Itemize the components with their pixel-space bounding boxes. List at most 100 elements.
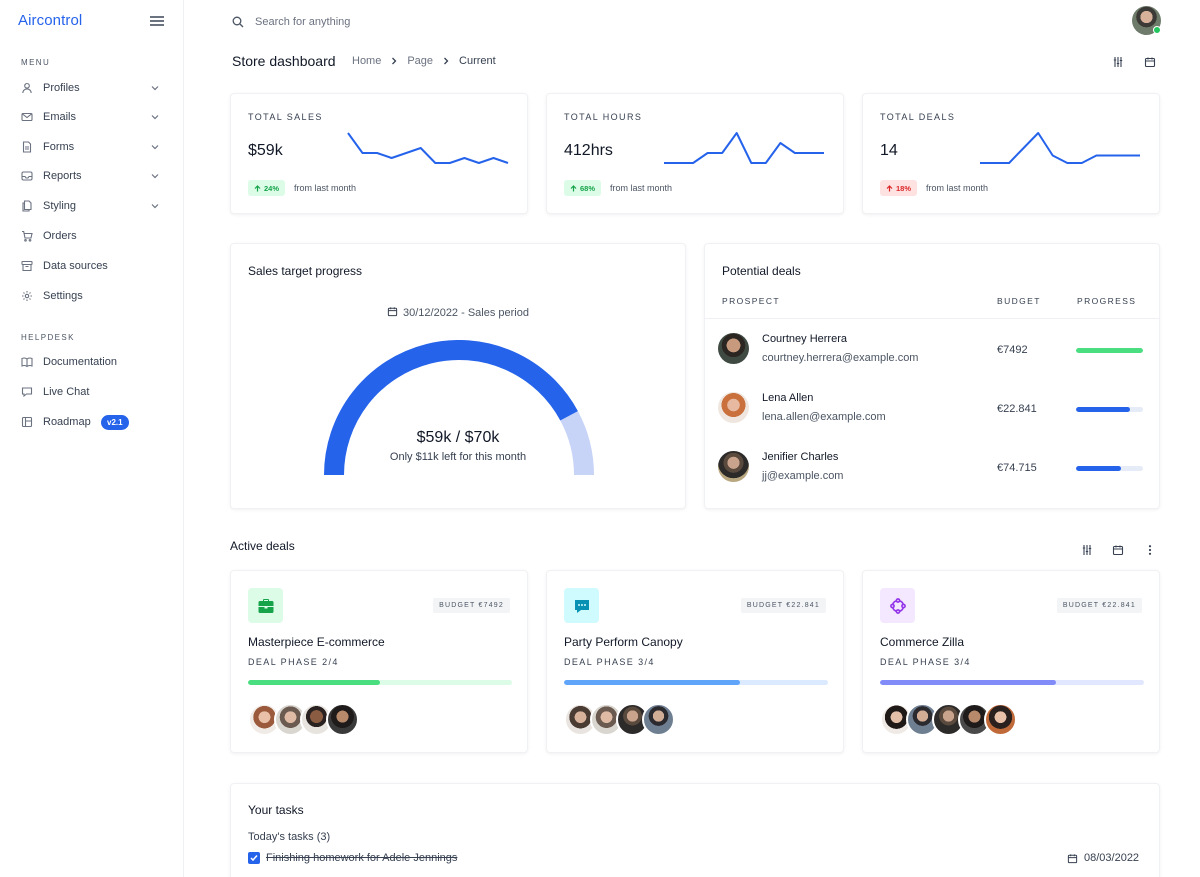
sparkline-chart bbox=[347, 132, 509, 164]
menu-section-label: MENU bbox=[21, 58, 51, 67]
chevron-right-icon bbox=[392, 57, 397, 65]
sidebar-item-profiles[interactable]: Profiles bbox=[0, 74, 183, 102]
active-deal-card[interactable]: BUDGET €22.841 Party Perform Canopy DEAL… bbox=[546, 570, 844, 753]
change-badge: 24% bbox=[248, 180, 286, 196]
page-title: Store dashboard bbox=[232, 53, 336, 69]
gauge-value: $59k / $70k bbox=[416, 429, 500, 446]
avatar[interactable] bbox=[642, 703, 675, 736]
task-date: 08/03/2022 bbox=[1084, 852, 1140, 864]
avatar[interactable] bbox=[984, 703, 1017, 736]
gear-icon bbox=[22, 291, 32, 301]
calendar-icon[interactable] bbox=[1144, 56, 1156, 68]
sidebar-item-data-sources[interactable]: Data sources bbox=[0, 252, 183, 280]
sparkline-chart bbox=[980, 132, 1140, 164]
chat-bubble-icon bbox=[21, 387, 33, 398]
sidebar-item-label: Styling bbox=[43, 200, 77, 212]
arrow-up-icon bbox=[254, 184, 261, 191]
breadcrumb-page[interactable]: Page bbox=[407, 55, 434, 67]
prospect-budget: €22.841 bbox=[997, 403, 1037, 415]
chevron-down-icon bbox=[151, 174, 159, 179]
sidebar-item-emails[interactable]: Emails bbox=[0, 103, 183, 131]
deal-progress-fill bbox=[564, 680, 740, 685]
sidebar-item-settings[interactable]: Settings bbox=[0, 282, 183, 310]
sidebar-item-documentation[interactable]: Documentation bbox=[0, 348, 183, 376]
sidebar-item-label: Orders bbox=[43, 230, 77, 242]
cart-icon bbox=[22, 230, 33, 242]
gauge-remaining-arc bbox=[560, 411, 594, 476]
avatar bbox=[718, 333, 749, 364]
kpi-card-sales: TOTAL SALES $59k 24% from last month bbox=[230, 93, 528, 214]
task-checkbox[interactable] bbox=[248, 852, 260, 864]
sidebar-item-live-chat[interactable]: Live Chat bbox=[0, 378, 183, 406]
progress-bar-fill bbox=[1076, 348, 1143, 353]
sparkline-series bbox=[980, 132, 1140, 164]
chevron-down-icon bbox=[151, 86, 159, 91]
avatar[interactable] bbox=[590, 703, 623, 736]
filter-sliders-icon[interactable] bbox=[1112, 56, 1124, 68]
menu-toggle-icon[interactable] bbox=[150, 14, 164, 28]
avatar[interactable] bbox=[880, 703, 913, 736]
calendar-icon bbox=[1067, 854, 1078, 864]
column-header-progress[interactable]: PROGRESS bbox=[1077, 296, 1137, 306]
deal-title: Masterpiece E-commerce bbox=[248, 635, 385, 649]
prospect-name: Jenifier Charles bbox=[762, 451, 839, 463]
sales-target-card: Sales target progress 30/12/2022 - Sales… bbox=[230, 243, 686, 509]
breadcrumb-home[interactable]: Home bbox=[352, 55, 382, 67]
mail-icon bbox=[21, 112, 33, 122]
sidebar-item-reports[interactable]: Reports bbox=[0, 162, 183, 190]
potential-deals-card: Potential deals PROSPECT BUDGET PROGRESS… bbox=[704, 243, 1160, 509]
sparkline-chart bbox=[664, 132, 824, 164]
progress-bar bbox=[1076, 348, 1143, 353]
filter-sliders-icon[interactable] bbox=[1081, 544, 1093, 556]
table-row[interactable]: Courtney Herrera courtney.herrera@exampl… bbox=[705, 320, 1159, 378]
prospect-name: Lena Allen bbox=[762, 392, 814, 404]
avatar[interactable] bbox=[326, 703, 359, 736]
app-logo[interactable]: Aircontrol bbox=[18, 12, 82, 29]
calendar-icon bbox=[387, 307, 398, 317]
sidebar-item-styling[interactable]: Styling bbox=[0, 192, 183, 220]
deal-phase: DEAL PHASE 3/4 bbox=[564, 657, 655, 667]
search-input[interactable] bbox=[255, 14, 515, 30]
task-text[interactable]: Finishing homework for Adele Jennings bbox=[266, 852, 458, 864]
kpi-label: TOTAL HOURS bbox=[564, 112, 643, 122]
budget-badge: BUDGET €7492 bbox=[433, 598, 510, 613]
card-title: Potential deals bbox=[722, 264, 801, 278]
sidebar: Aircontrol MENU Profiles Emails Forms Re… bbox=[0, 0, 184, 877]
prospect-email: lena.allen@example.com bbox=[762, 411, 886, 423]
arrow-up-icon bbox=[886, 184, 893, 191]
table-row[interactable]: Jenifier Charles jj@example.com €74.715 bbox=[705, 438, 1159, 496]
kpi-label: TOTAL DEALS bbox=[880, 112, 956, 122]
sales-period-text: 30/12/2022 - Sales period bbox=[403, 307, 529, 319]
gauge-progress-arc bbox=[324, 340, 578, 476]
sidebar-item-orders[interactable]: Orders bbox=[0, 222, 183, 250]
column-header-budget[interactable]: BUDGET bbox=[997, 296, 1041, 306]
files-icon bbox=[22, 200, 32, 212]
table-row[interactable]: Lena Allen lena.allen@example.com €22.84… bbox=[705, 379, 1159, 437]
budget-badge: BUDGET €22.841 bbox=[1056, 598, 1142, 613]
progress-bar-fill bbox=[1076, 407, 1130, 412]
search-icon bbox=[232, 16, 244, 28]
kpi-value: 14 bbox=[880, 142, 898, 159]
progress-bar bbox=[1076, 407, 1143, 412]
sidebar-item-label: Roadmap bbox=[43, 416, 91, 428]
inbox-icon bbox=[21, 171, 33, 181]
column-header-prospect[interactable]: PROSPECT bbox=[722, 296, 780, 306]
calendar-icon[interactable] bbox=[1112, 544, 1124, 556]
document-icon bbox=[22, 141, 32, 153]
more-vertical-icon[interactable] bbox=[1144, 544, 1156, 556]
kpi-footnote: from last month bbox=[294, 183, 357, 193]
briefcase-icon bbox=[258, 598, 273, 613]
section-title: Active deals bbox=[230, 539, 295, 553]
change-badge: 18% bbox=[880, 180, 918, 196]
sidebar-item-label: Profiles bbox=[43, 82, 80, 94]
active-deal-card[interactable]: BUDGET €7492 Masterpiece E-commerce DEAL… bbox=[230, 570, 528, 753]
kpi-card-hours: TOTAL HOURS 412hrs 68% from last month bbox=[546, 93, 844, 214]
active-deal-card[interactable]: BUDGET €22.841 Commerce Zilla DEAL PHASE… bbox=[862, 570, 1160, 753]
card-title: Sales target progress bbox=[248, 264, 363, 278]
sidebar-item-roadmap[interactable]: Roadmap v2.1 bbox=[0, 408, 183, 436]
tasks-card: Your tasks Today's tasks (3) Finishing h… bbox=[230, 783, 1160, 877]
online-status-indicator bbox=[1153, 26, 1161, 34]
sidebar-item-forms[interactable]: Forms bbox=[0, 133, 183, 161]
map-icon bbox=[21, 416, 33, 428]
deal-progress-bar bbox=[880, 680, 1144, 685]
